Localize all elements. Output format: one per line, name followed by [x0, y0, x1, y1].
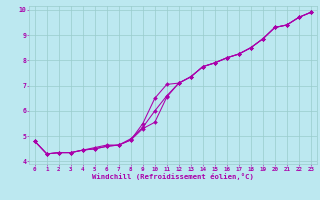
X-axis label: Windchill (Refroidissement éolien,°C): Windchill (Refroidissement éolien,°C) [92, 173, 254, 180]
